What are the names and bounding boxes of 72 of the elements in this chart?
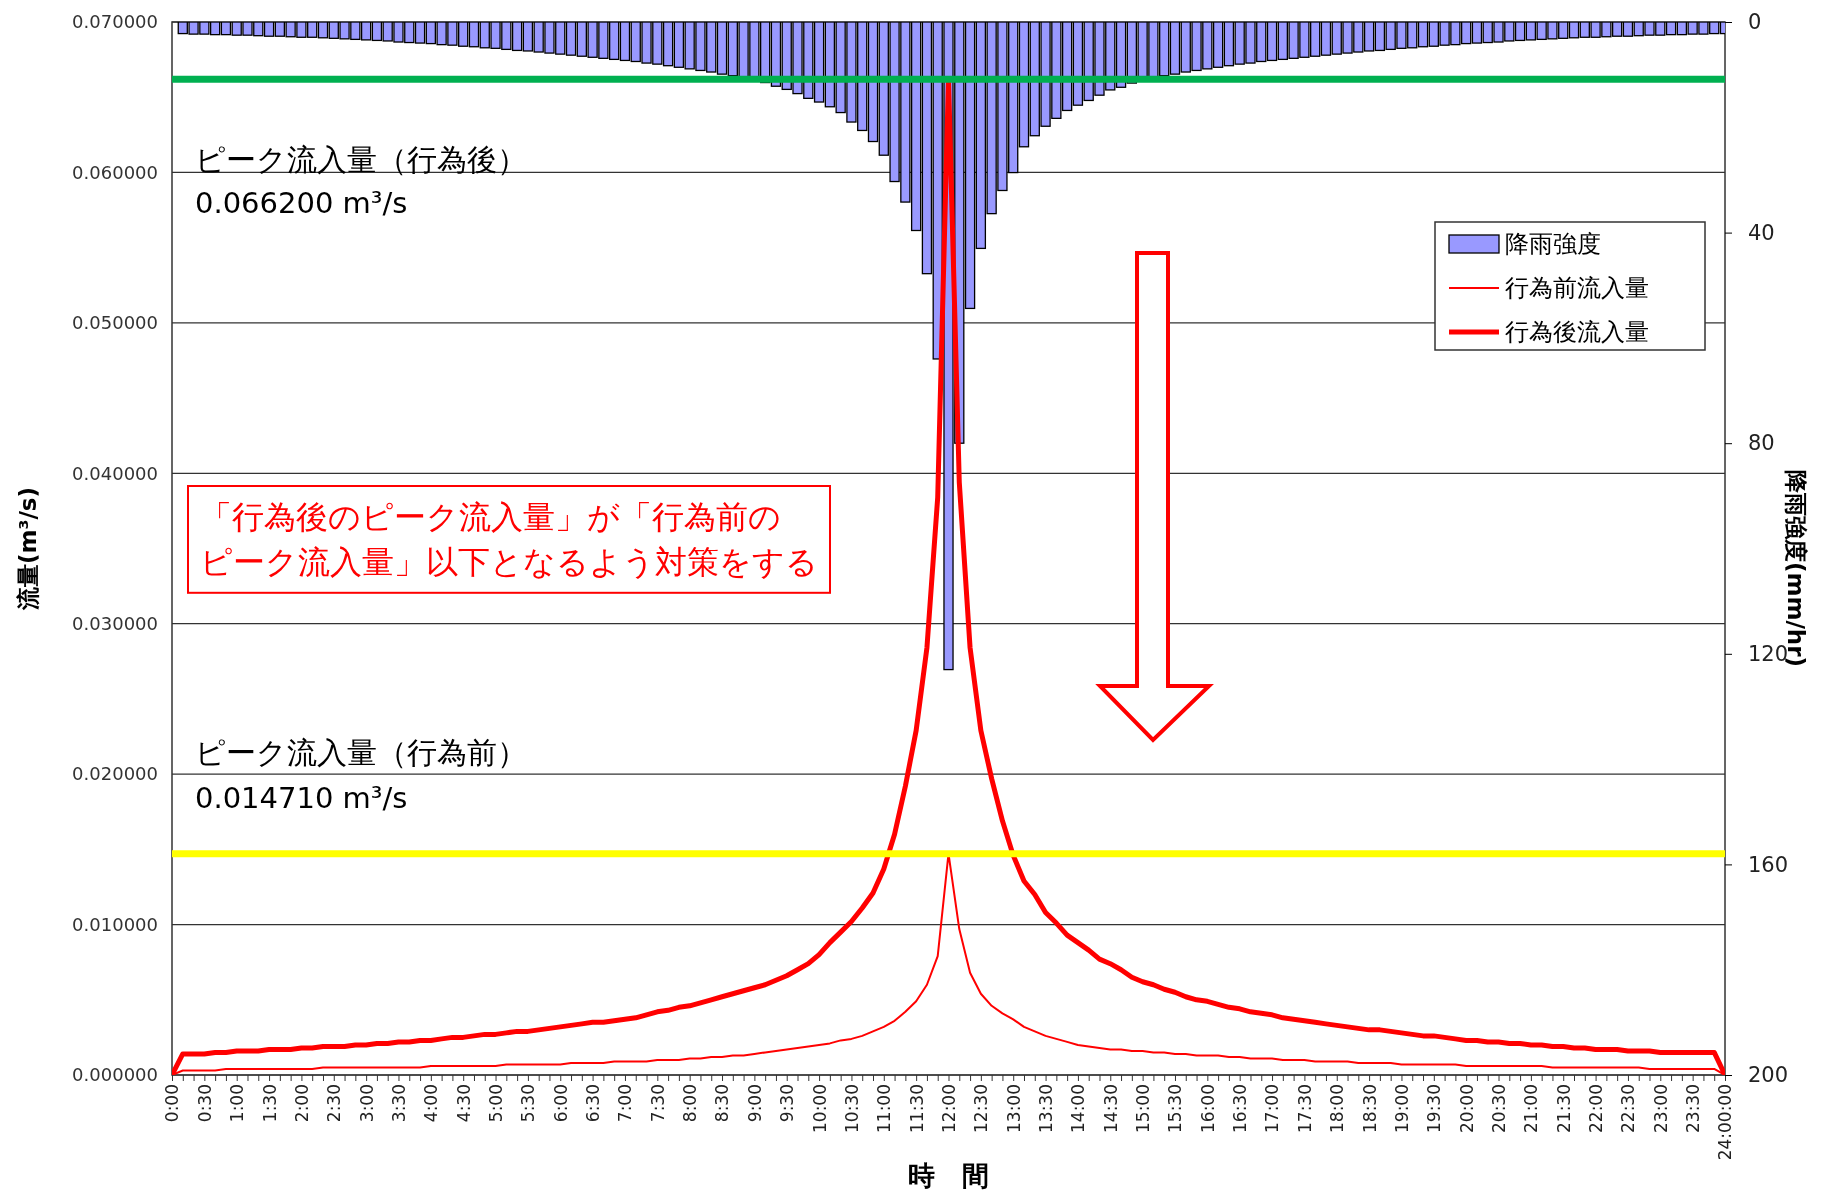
- annotation: 0.066200 m³/s: [195, 186, 408, 220]
- x-tick-label: 8:30: [712, 1084, 733, 1123]
- x-tick-label: 6:00: [550, 1084, 571, 1123]
- x-tick-label: 3:30: [388, 1084, 409, 1123]
- y2-tick-label: 40: [1748, 220, 1775, 245]
- x-tick-label: 8:00: [680, 1084, 701, 1123]
- x-tick-label: 0:00: [162, 1084, 183, 1123]
- x-tick-label: 13:30: [1036, 1084, 1057, 1133]
- x-tick-label: 4:00: [421, 1084, 442, 1123]
- x-tick-label: 3:00: [356, 1084, 377, 1123]
- legend-label: 行為前流入量: [1505, 274, 1649, 303]
- x-tick-label: 2:00: [291, 1084, 312, 1123]
- y-tick-label: 0.050000: [72, 312, 158, 334]
- x-tick-label: 5:00: [485, 1084, 506, 1123]
- y2-tick-label: 80: [1748, 431, 1775, 456]
- y-tick-label: 0.040000: [72, 462, 158, 484]
- x-tick-label: 16:30: [1230, 1084, 1251, 1133]
- annotation: ピーク流入量（行為前）: [195, 735, 527, 770]
- y-tick-label: 0.010000: [72, 913, 158, 935]
- x-tick-label: 1:30: [259, 1084, 280, 1123]
- y-tick-label: 0.060000: [72, 161, 158, 183]
- x-tick-label: 15:00: [1133, 1084, 1154, 1133]
- x-tick-label: 9:00: [744, 1084, 765, 1123]
- y2-tick-label: 200: [1748, 1063, 1789, 1088]
- y-tick-label: 0.030000: [72, 612, 158, 634]
- x-tick-label: 24:00:00: [1715, 1084, 1736, 1161]
- x-tick-label: 20:00: [1456, 1084, 1477, 1133]
- x-tick-label: 23:00: [1650, 1084, 1671, 1133]
- y-tick-label: 0.000000: [72, 1064, 158, 1086]
- x-tick-label: 18:00: [1327, 1084, 1348, 1133]
- x-tick-label: 11:00: [874, 1084, 895, 1133]
- x-tick-label: 22:00: [1586, 1084, 1607, 1133]
- x-tick-label: 11:30: [906, 1084, 927, 1133]
- x-tick-label: 10:00: [809, 1084, 830, 1133]
- y-tick-label: 0.070000: [72, 11, 158, 33]
- x-tick-label: 1:00: [227, 1084, 248, 1123]
- annotation: 「行為後のピーク流入量」が「行為前のピーク流入量」以下となるよう対策をする: [200, 498, 818, 581]
- y2-tick-label: 160: [1748, 852, 1789, 877]
- x-tick-label: 18:30: [1359, 1084, 1380, 1133]
- x-tick-label: 17:00: [1262, 1084, 1283, 1133]
- x-tick-label: 10:30: [841, 1084, 862, 1133]
- x-tick-label: 14:30: [1100, 1084, 1121, 1133]
- legend-label: 降雨強度: [1505, 230, 1601, 259]
- x-tick-label: 19:00: [1391, 1084, 1412, 1133]
- x-tick-label: 5:30: [518, 1084, 539, 1123]
- x-tick-label: 2:30: [324, 1084, 345, 1123]
- x-tick-label: 16:00: [1197, 1084, 1218, 1133]
- y2-tick-label: 0: [1748, 10, 1762, 35]
- x-tick-label: 15:30: [1165, 1084, 1186, 1133]
- x-tick-label: 0:30: [194, 1084, 215, 1123]
- x-tick-label: 20:30: [1488, 1084, 1509, 1133]
- x-tick-label: 7:30: [647, 1084, 668, 1123]
- legend-label: 行為後流入量: [1505, 318, 1649, 347]
- x-tick-label: 6:30: [583, 1084, 604, 1123]
- annotation: ピーク流入量（行為後）: [195, 142, 527, 177]
- x-tick-label: 17:30: [1294, 1084, 1315, 1133]
- x-tick-label: 4:30: [453, 1084, 474, 1123]
- x-tick-label: 9:30: [777, 1084, 798, 1123]
- y-axis-title: 流量(m³/s): [15, 486, 41, 612]
- x-tick-label: 12:00: [938, 1084, 959, 1133]
- x-tick-label: 19:30: [1424, 1084, 1445, 1133]
- y-tick-label: 0.020000: [72, 763, 158, 785]
- x-tick-label: 23:30: [1683, 1084, 1704, 1133]
- x-tick-label: 13:00: [1003, 1084, 1024, 1133]
- x-tick-label: 14:00: [1068, 1084, 1089, 1133]
- x-tick-label: 22:30: [1618, 1084, 1639, 1133]
- x-axis-title: 時 間: [908, 1160, 989, 1191]
- x-tick-label: 12:30: [971, 1084, 992, 1133]
- x-tick-label: 21:30: [1553, 1084, 1574, 1133]
- annotation: 0.014710 m³/s: [195, 781, 408, 815]
- x-tick-label: 7:00: [615, 1084, 636, 1123]
- x-tick-label: 21:00: [1521, 1084, 1542, 1133]
